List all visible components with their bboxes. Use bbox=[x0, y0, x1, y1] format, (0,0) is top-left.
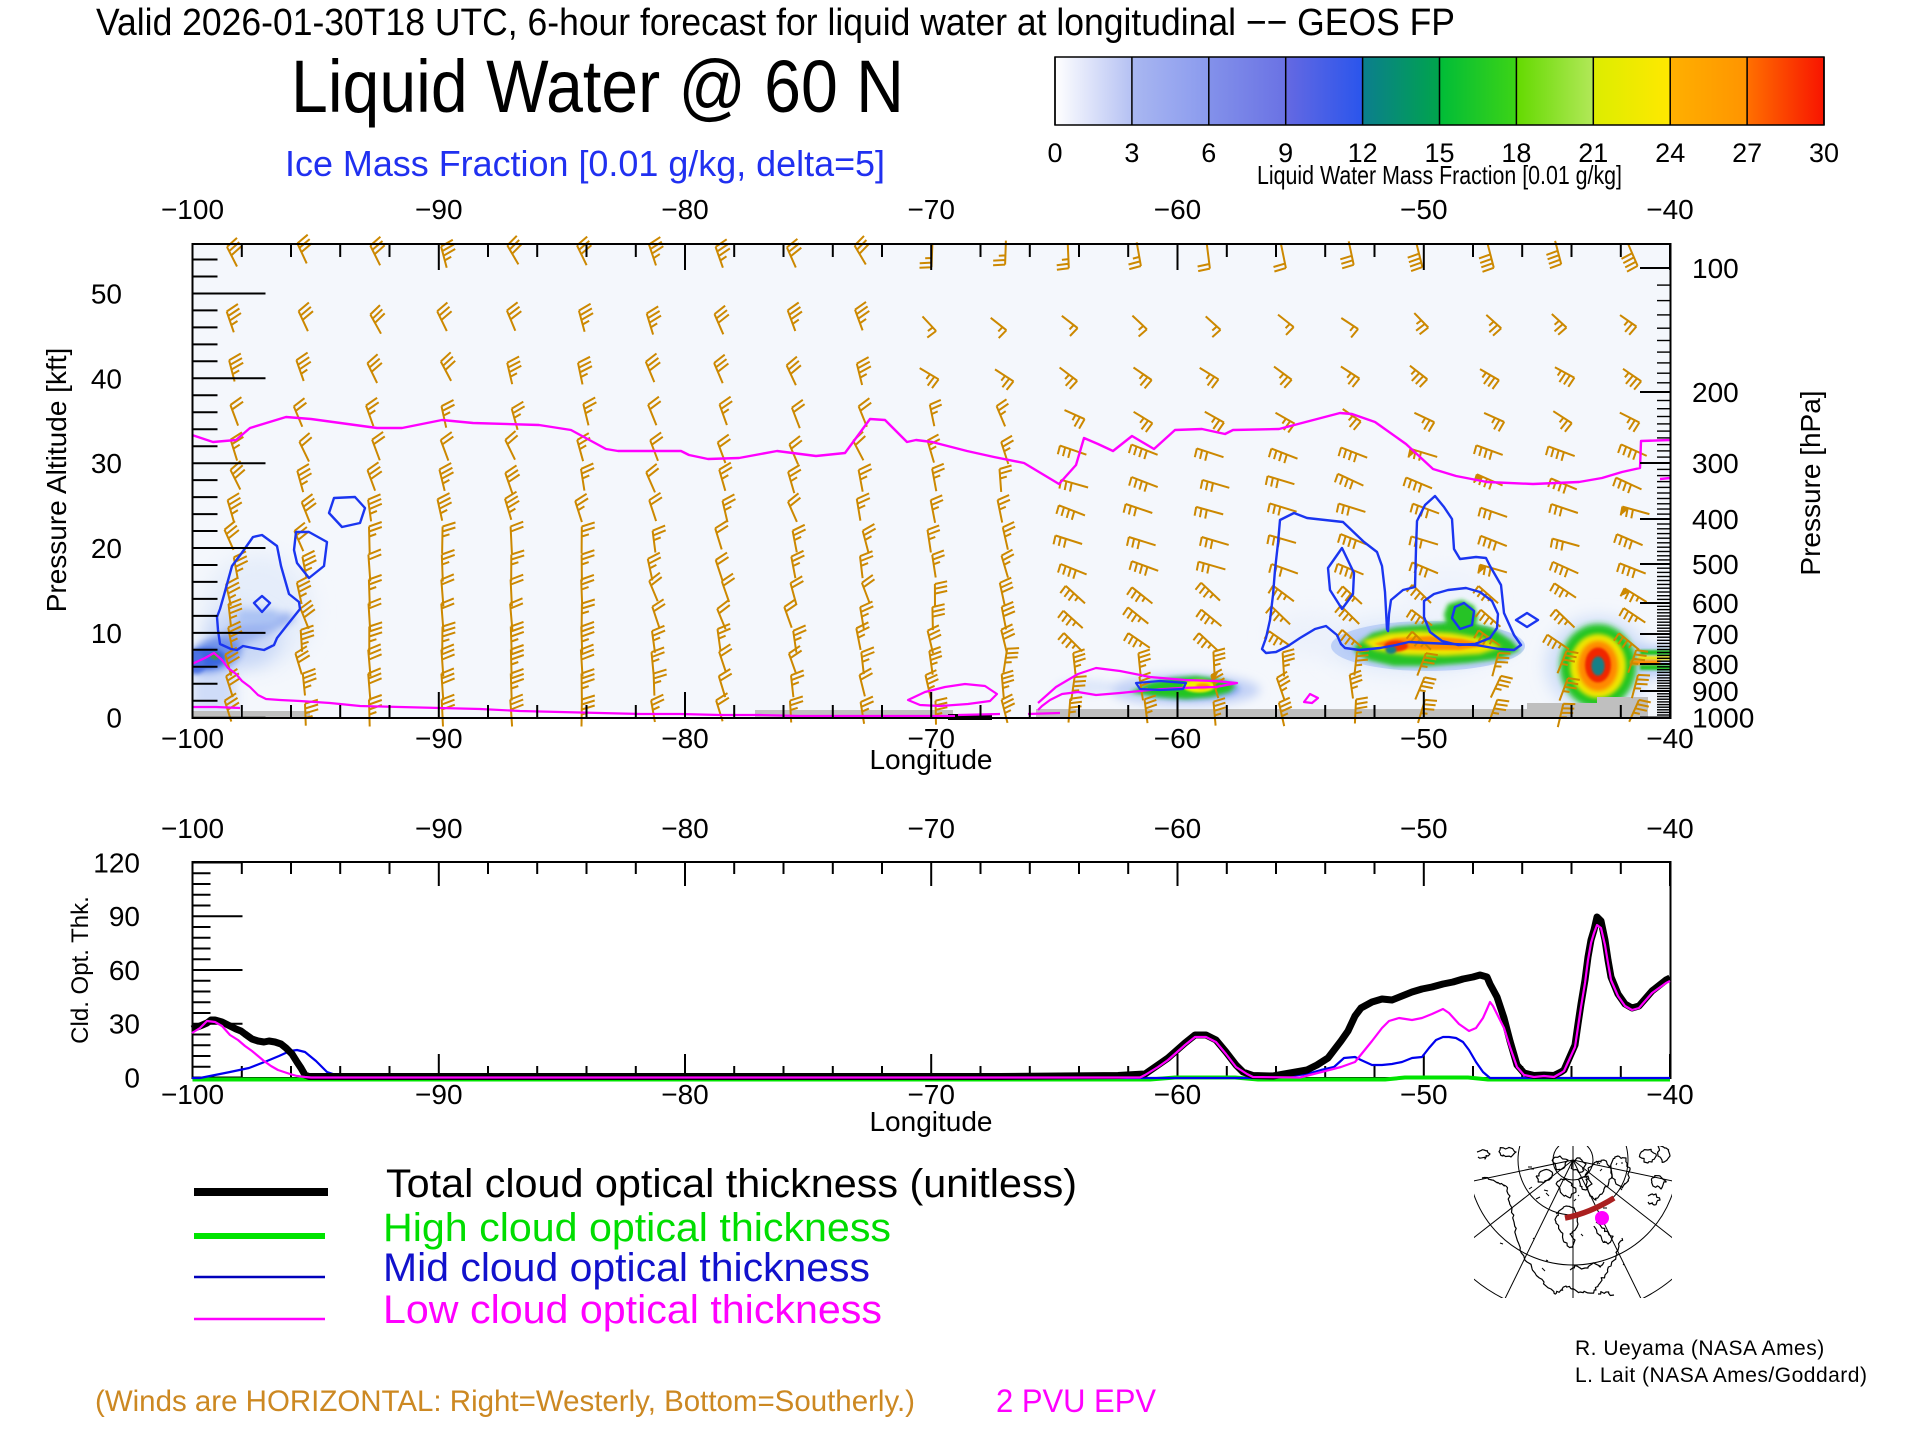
svg-text:0: 0 bbox=[124, 1063, 140, 1094]
svg-text:Longitude: Longitude bbox=[869, 1106, 992, 1137]
svg-text:60: 60 bbox=[109, 955, 140, 986]
svg-text:−100: −100 bbox=[161, 1079, 224, 1110]
svg-text:−70: −70 bbox=[907, 813, 955, 844]
svg-text:−90: −90 bbox=[415, 813, 463, 844]
svg-text:−100: −100 bbox=[161, 813, 224, 844]
svg-text:9: 9 bbox=[1278, 138, 1293, 168]
svg-text:−80: −80 bbox=[661, 813, 709, 844]
svg-text:30: 30 bbox=[109, 1009, 140, 1040]
svg-text:900: 900 bbox=[1692, 676, 1739, 707]
svg-text:200: 200 bbox=[1692, 377, 1739, 408]
svg-text:Valid 2026‑01‑30T18 UTC, 6‑hou: Valid 2026‑01‑30T18 UTC, 6‑hour forecast… bbox=[96, 2, 1455, 44]
svg-text:−50: −50 bbox=[1400, 813, 1448, 844]
svg-text:18: 18 bbox=[1501, 138, 1531, 168]
svg-text:30: 30 bbox=[1809, 138, 1839, 168]
svg-text:Low cloud optical thickness: Low cloud optical thickness bbox=[383, 1288, 882, 1332]
svg-text:50: 50 bbox=[91, 279, 122, 310]
svg-text:−80: −80 bbox=[661, 723, 709, 754]
svg-text:Longitude: Longitude bbox=[869, 744, 992, 775]
svg-text:2 PVU EPV: 2 PVU EPV bbox=[996, 1383, 1157, 1419]
svg-text:−100: −100 bbox=[161, 194, 224, 225]
svg-text:−50: −50 bbox=[1400, 723, 1448, 754]
svg-text:−70: −70 bbox=[907, 1079, 955, 1110]
svg-text:−40: −40 bbox=[1646, 813, 1694, 844]
svg-text:(Winds are HORIZONTAL: Right=W: (Winds are HORIZONTAL: Right=Westerly, B… bbox=[95, 1385, 915, 1418]
svg-text:Liquid Water Mass Fraction [0.: Liquid Water Mass Fraction [0.01 g/kg] bbox=[1257, 160, 1622, 190]
svg-text:30: 30 bbox=[91, 448, 122, 479]
svg-text:20: 20 bbox=[91, 533, 122, 564]
svg-text:Pressure [hPa]: Pressure [hPa] bbox=[1795, 390, 1826, 575]
svg-text:1000: 1000 bbox=[1692, 703, 1754, 734]
svg-text:700: 700 bbox=[1692, 619, 1739, 650]
svg-text:−40: −40 bbox=[1646, 723, 1694, 754]
svg-text:−60: −60 bbox=[1154, 723, 1202, 754]
svg-text:L. Lait (NASA Ames/Goddard): L. Lait (NASA Ames/Goddard) bbox=[1575, 1364, 1867, 1387]
svg-text:Total cloud optical thickness: Total cloud optical thickness (unitless) bbox=[386, 1162, 1077, 1206]
svg-text:−90: −90 bbox=[415, 723, 463, 754]
svg-text:0: 0 bbox=[1047, 138, 1062, 168]
svg-text:800: 800 bbox=[1692, 649, 1739, 680]
svg-text:−70: −70 bbox=[907, 194, 955, 225]
svg-text:120: 120 bbox=[93, 848, 140, 879]
svg-text:12: 12 bbox=[1348, 138, 1378, 168]
svg-text:Mid cloud optical thickness: Mid cloud optical thickness bbox=[383, 1246, 870, 1290]
svg-text:6: 6 bbox=[1201, 138, 1216, 168]
svg-text:High cloud optical thickness: High cloud optical thickness bbox=[383, 1206, 891, 1250]
svg-text:600: 600 bbox=[1692, 588, 1739, 619]
svg-text:90: 90 bbox=[109, 901, 140, 932]
svg-text:−60: −60 bbox=[1154, 813, 1202, 844]
svg-text:10: 10 bbox=[91, 618, 122, 649]
svg-text:40: 40 bbox=[91, 363, 122, 394]
svg-text:−50: −50 bbox=[1400, 194, 1448, 225]
svg-text:15: 15 bbox=[1424, 138, 1454, 168]
svg-text:−50: −50 bbox=[1400, 1079, 1448, 1110]
svg-text:Ice Mass Fraction [0.01 g/kg,: Ice Mass Fraction [0.01 g/kg, delta=5] bbox=[285, 143, 885, 184]
svg-text:100: 100 bbox=[1692, 253, 1739, 284]
svg-text:−80: −80 bbox=[661, 194, 709, 225]
svg-text:0: 0 bbox=[106, 703, 122, 734]
svg-text:24: 24 bbox=[1655, 138, 1685, 168]
svg-text:400: 400 bbox=[1692, 504, 1739, 535]
svg-text:−60: −60 bbox=[1154, 194, 1202, 225]
svg-text:−70: −70 bbox=[907, 723, 955, 754]
svg-text:Liquid Water @ 60 N: Liquid Water @ 60 N bbox=[291, 45, 904, 128]
svg-text:−100: −100 bbox=[161, 723, 224, 754]
svg-text:300: 300 bbox=[1692, 448, 1739, 479]
svg-text:27: 27 bbox=[1732, 138, 1762, 168]
svg-text:Cld. Opt. Thk.: Cld. Opt. Thk. bbox=[67, 896, 94, 1044]
svg-text:−60: −60 bbox=[1154, 1079, 1202, 1110]
svg-text:−80: −80 bbox=[661, 1079, 709, 1110]
svg-text:R. Ueyama (NASA Ames): R. Ueyama (NASA Ames) bbox=[1575, 1337, 1825, 1360]
svg-text:−40: −40 bbox=[1646, 1079, 1694, 1110]
svg-text:−90: −90 bbox=[415, 194, 463, 225]
svg-text:21: 21 bbox=[1578, 138, 1608, 168]
svg-text:−40: −40 bbox=[1646, 194, 1694, 225]
svg-text:500: 500 bbox=[1692, 549, 1739, 580]
svg-text:−90: −90 bbox=[415, 1079, 463, 1110]
svg-text:3: 3 bbox=[1124, 138, 1139, 168]
svg-text:Pressure Altitude [kft]: Pressure Altitude [kft] bbox=[41, 348, 72, 613]
